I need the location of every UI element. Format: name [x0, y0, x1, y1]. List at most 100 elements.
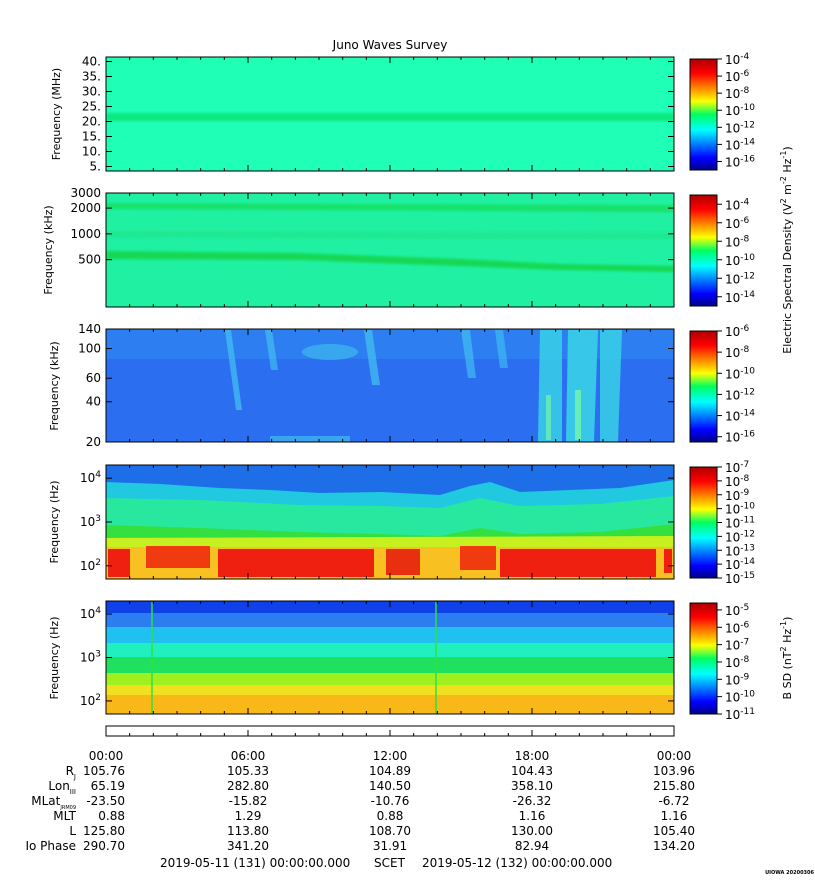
- colorbar-tick-label: 10-12: [725, 120, 755, 135]
- colorbar-tick-label: 10-10: [725, 502, 755, 517]
- y-axis-label-hz-electric: Frequency (Hz): [48, 481, 61, 564]
- colorbar-tick-label: 10-15: [725, 571, 755, 586]
- time-axis-strip: [105, 725, 675, 737]
- colorbar-tick-label-exp: -6: [740, 69, 749, 79]
- ephem-value: -26.32: [513, 794, 552, 808]
- y-tick-label-exp: 3: [95, 650, 101, 660]
- y-tick-label: 40: [86, 395, 101, 409]
- colorbar-tick-label: 10-14: [725, 409, 755, 424]
- colorbar-title-magnetic: B SD (nT2 Hz-1): [779, 617, 794, 700]
- colorbar-tick-label-base: 10: [725, 489, 740, 503]
- colorbar-tick-label-exp: -12: [740, 120, 755, 130]
- colorbar-tick-label-exp: -12: [740, 387, 755, 397]
- colorbar-tick-label: 10-12: [725, 271, 755, 286]
- colorbar-tick-label-exp: -8: [740, 86, 749, 96]
- colorbar-tick-label: 10-10: [725, 103, 755, 118]
- ephem-label-mlat: MLatJRM09: [31, 794, 76, 811]
- ephem-value: 105.33: [227, 764, 269, 778]
- colorbar-tick-label-exp: -7: [740, 460, 749, 470]
- y-tick-label: 3000: [70, 186, 101, 200]
- y-tick-label-base: 10: [80, 515, 95, 529]
- y-tick-label: 500: [78, 253, 101, 267]
- ephem-label-main: MLat: [31, 794, 60, 808]
- y-tick-label: 100: [78, 342, 101, 356]
- ephem-value: 104.43: [511, 764, 553, 778]
- figure-title: Juno Waves Survey: [332, 38, 448, 52]
- spectrogram-mhz: [106, 57, 674, 171]
- colorbar-tick-label-base: 10: [725, 104, 740, 118]
- y-tick-label-exp: 4: [95, 606, 101, 616]
- colorbar-tick-label-base: 10: [725, 431, 740, 445]
- colorbar-tick-label-exp: -14: [740, 557, 755, 567]
- colorbar-tick-label: 10-14: [725, 557, 755, 572]
- colorbar-tick-label-exp: -10: [740, 366, 755, 376]
- cbar-title-part: Electric Spectral Density (V: [781, 203, 794, 354]
- colorbar-tick-label-exp: -7: [740, 638, 749, 648]
- y-tick-label: 104: [80, 606, 101, 621]
- spectrogram-khz-low: [106, 329, 674, 442]
- y-tick-label: 1000: [70, 227, 101, 241]
- colorbar-title-electric: Electric Spectral Density (V2 m-2 Hz-1): [779, 146, 794, 353]
- colorbar-tick-label-exp: -14: [740, 290, 755, 300]
- y-tick-label-base: 10: [80, 651, 95, 665]
- y-axis-label-magnetic: Frequency (Hz): [48, 617, 61, 700]
- ephem-value: 1.16: [519, 809, 546, 823]
- colorbar-tick-label-base: 10: [725, 346, 740, 360]
- y-tick-label: 20: [86, 435, 101, 449]
- y-tick-label: 103: [80, 514, 101, 529]
- colorbar-tick-label-exp: -12: [740, 529, 755, 539]
- colorbar-tick-label-exp: -16: [740, 154, 755, 164]
- colorbar-tick-label: 10-4: [725, 52, 750, 67]
- colorbar-tick-label-base: 10: [725, 604, 740, 618]
- ephem-value: 125.80: [83, 824, 125, 838]
- colorbar-tick-label-exp: -4: [740, 52, 749, 62]
- colorbar-tick-label-exp: -6: [740, 324, 749, 334]
- x-tick-label: 12:00: [373, 749, 408, 763]
- colorbar-tick-label-base: 10: [725, 325, 740, 339]
- ephem-value: 105.40: [653, 824, 695, 838]
- colorbar-tick-label-base: 10: [725, 621, 740, 635]
- y-tick-label: 103: [80, 650, 101, 665]
- ephem-label-main: Lon: [48, 779, 69, 793]
- ephem-value: 358.10: [511, 779, 553, 793]
- y-tick-label: 140: [78, 322, 101, 336]
- colorbar-tick-label-base: 10: [725, 639, 740, 653]
- colorbar-tick-label-base: 10: [725, 461, 740, 475]
- colorbar-tick-label-exp: -8: [740, 345, 749, 355]
- cbar-title-part: -1: [779, 621, 788, 629]
- y-tick-label-exp: 4: [95, 470, 101, 480]
- y-tick-label-exp: 3: [95, 514, 101, 524]
- ephemeris-rows: RJ 105.76 105.33 104.89 104.43 103.96 LonIII 65…: [25, 764, 695, 853]
- colorbar-tick-label-base: 10: [725, 87, 740, 101]
- cbar-title-part: -2: [779, 176, 788, 184]
- colorbar-tick-label-base: 10: [725, 367, 740, 381]
- colorbar-tick-label-base: 10: [725, 558, 740, 572]
- colorbar-tick-label-base: 10: [725, 70, 740, 84]
- colorbar-tick-label-exp: -6: [740, 620, 749, 630]
- cbar-title-part: ): [781, 146, 794, 150]
- y-tick-label: 30.: [82, 85, 101, 99]
- colorbar-tick-label-base: 10: [725, 254, 740, 268]
- colorbar-tick-label: 10-9: [725, 488, 750, 503]
- ephem-label-sub: JRM09: [59, 805, 76, 811]
- colorbar-tick-label-base: 10: [725, 235, 740, 249]
- colorbar-tick-label-base: 10: [725, 138, 740, 152]
- panel-hfwbr-mhz: 40.35.30.25.20.15.10.5. Frequency (MHz) …: [50, 52, 755, 174]
- colorbar-tick-label-exp: -8: [740, 474, 749, 484]
- colorbar-tick-label-base: 10: [725, 410, 740, 424]
- ephem-value: 1.16: [661, 809, 688, 823]
- ephem-value: 130.00: [511, 824, 553, 838]
- colorbar-tick-label-exp: -10: [740, 253, 755, 263]
- y-tick-label-exp: 2: [95, 693, 101, 703]
- colorbar-tick-label-exp: -8: [740, 234, 749, 244]
- colorbar-tick-label-base: 10: [725, 53, 740, 67]
- colorbar-tick-label-exp: -5: [740, 603, 749, 613]
- colorbar-tick-label-exp: -10: [740, 502, 755, 512]
- ephem-value: -6.72: [658, 794, 689, 808]
- colorbar-tick-label-base: 10: [725, 691, 740, 705]
